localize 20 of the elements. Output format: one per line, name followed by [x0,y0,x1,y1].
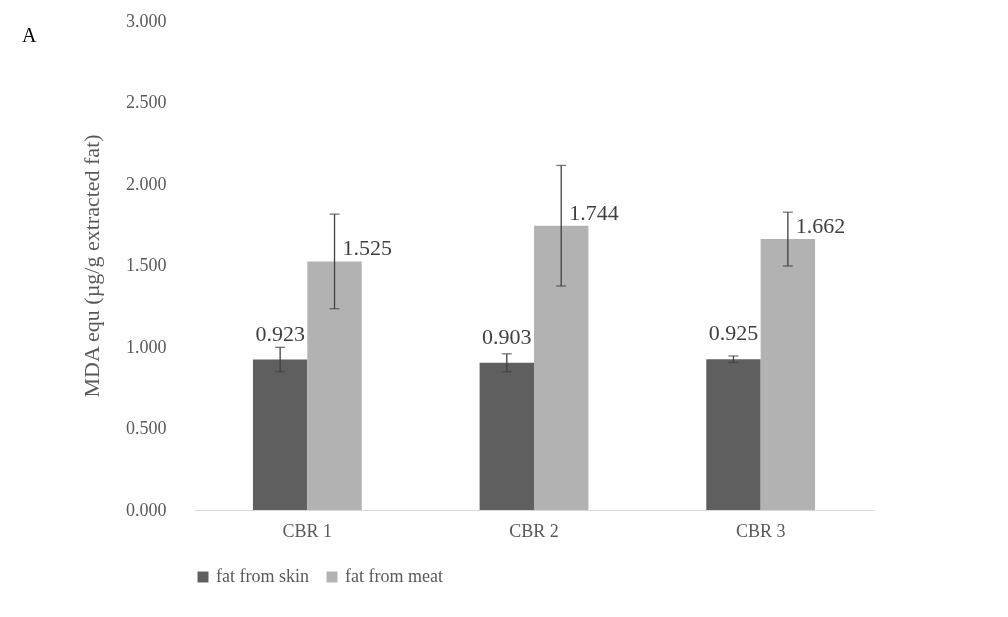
y-tick-label: 1.500 [126,255,167,275]
legend-label: fat from skin [216,566,309,586]
y-tick-label: 1.000 [126,336,167,357]
y-tick-label: 2.000 [126,173,167,194]
data-label: 1.744 [569,199,619,225]
x-tick-label: CBR 3 [735,520,786,541]
y-axis-title: MDA equ (µg/g extracted fat) [79,134,104,398]
y-tick-label: 3.000 [126,10,167,31]
data-label: 1.525 [342,235,393,261]
y-tick-label: 0.500 [126,418,167,438]
y-tick-label: 0.000 [126,499,167,520]
data-label: 1.662 [795,213,846,239]
y-tick-label: 2.500 [126,92,167,112]
data-label: 0.925 [708,320,759,346]
data-label: 0.923 [255,320,305,346]
legend-label: fat from meat [345,566,443,586]
text: A [22,24,37,47]
data-label: 0.903 [482,323,532,349]
x-tick-label: CBR 1 [282,520,333,541]
x-tick-label: CBR 2 [509,520,559,541]
